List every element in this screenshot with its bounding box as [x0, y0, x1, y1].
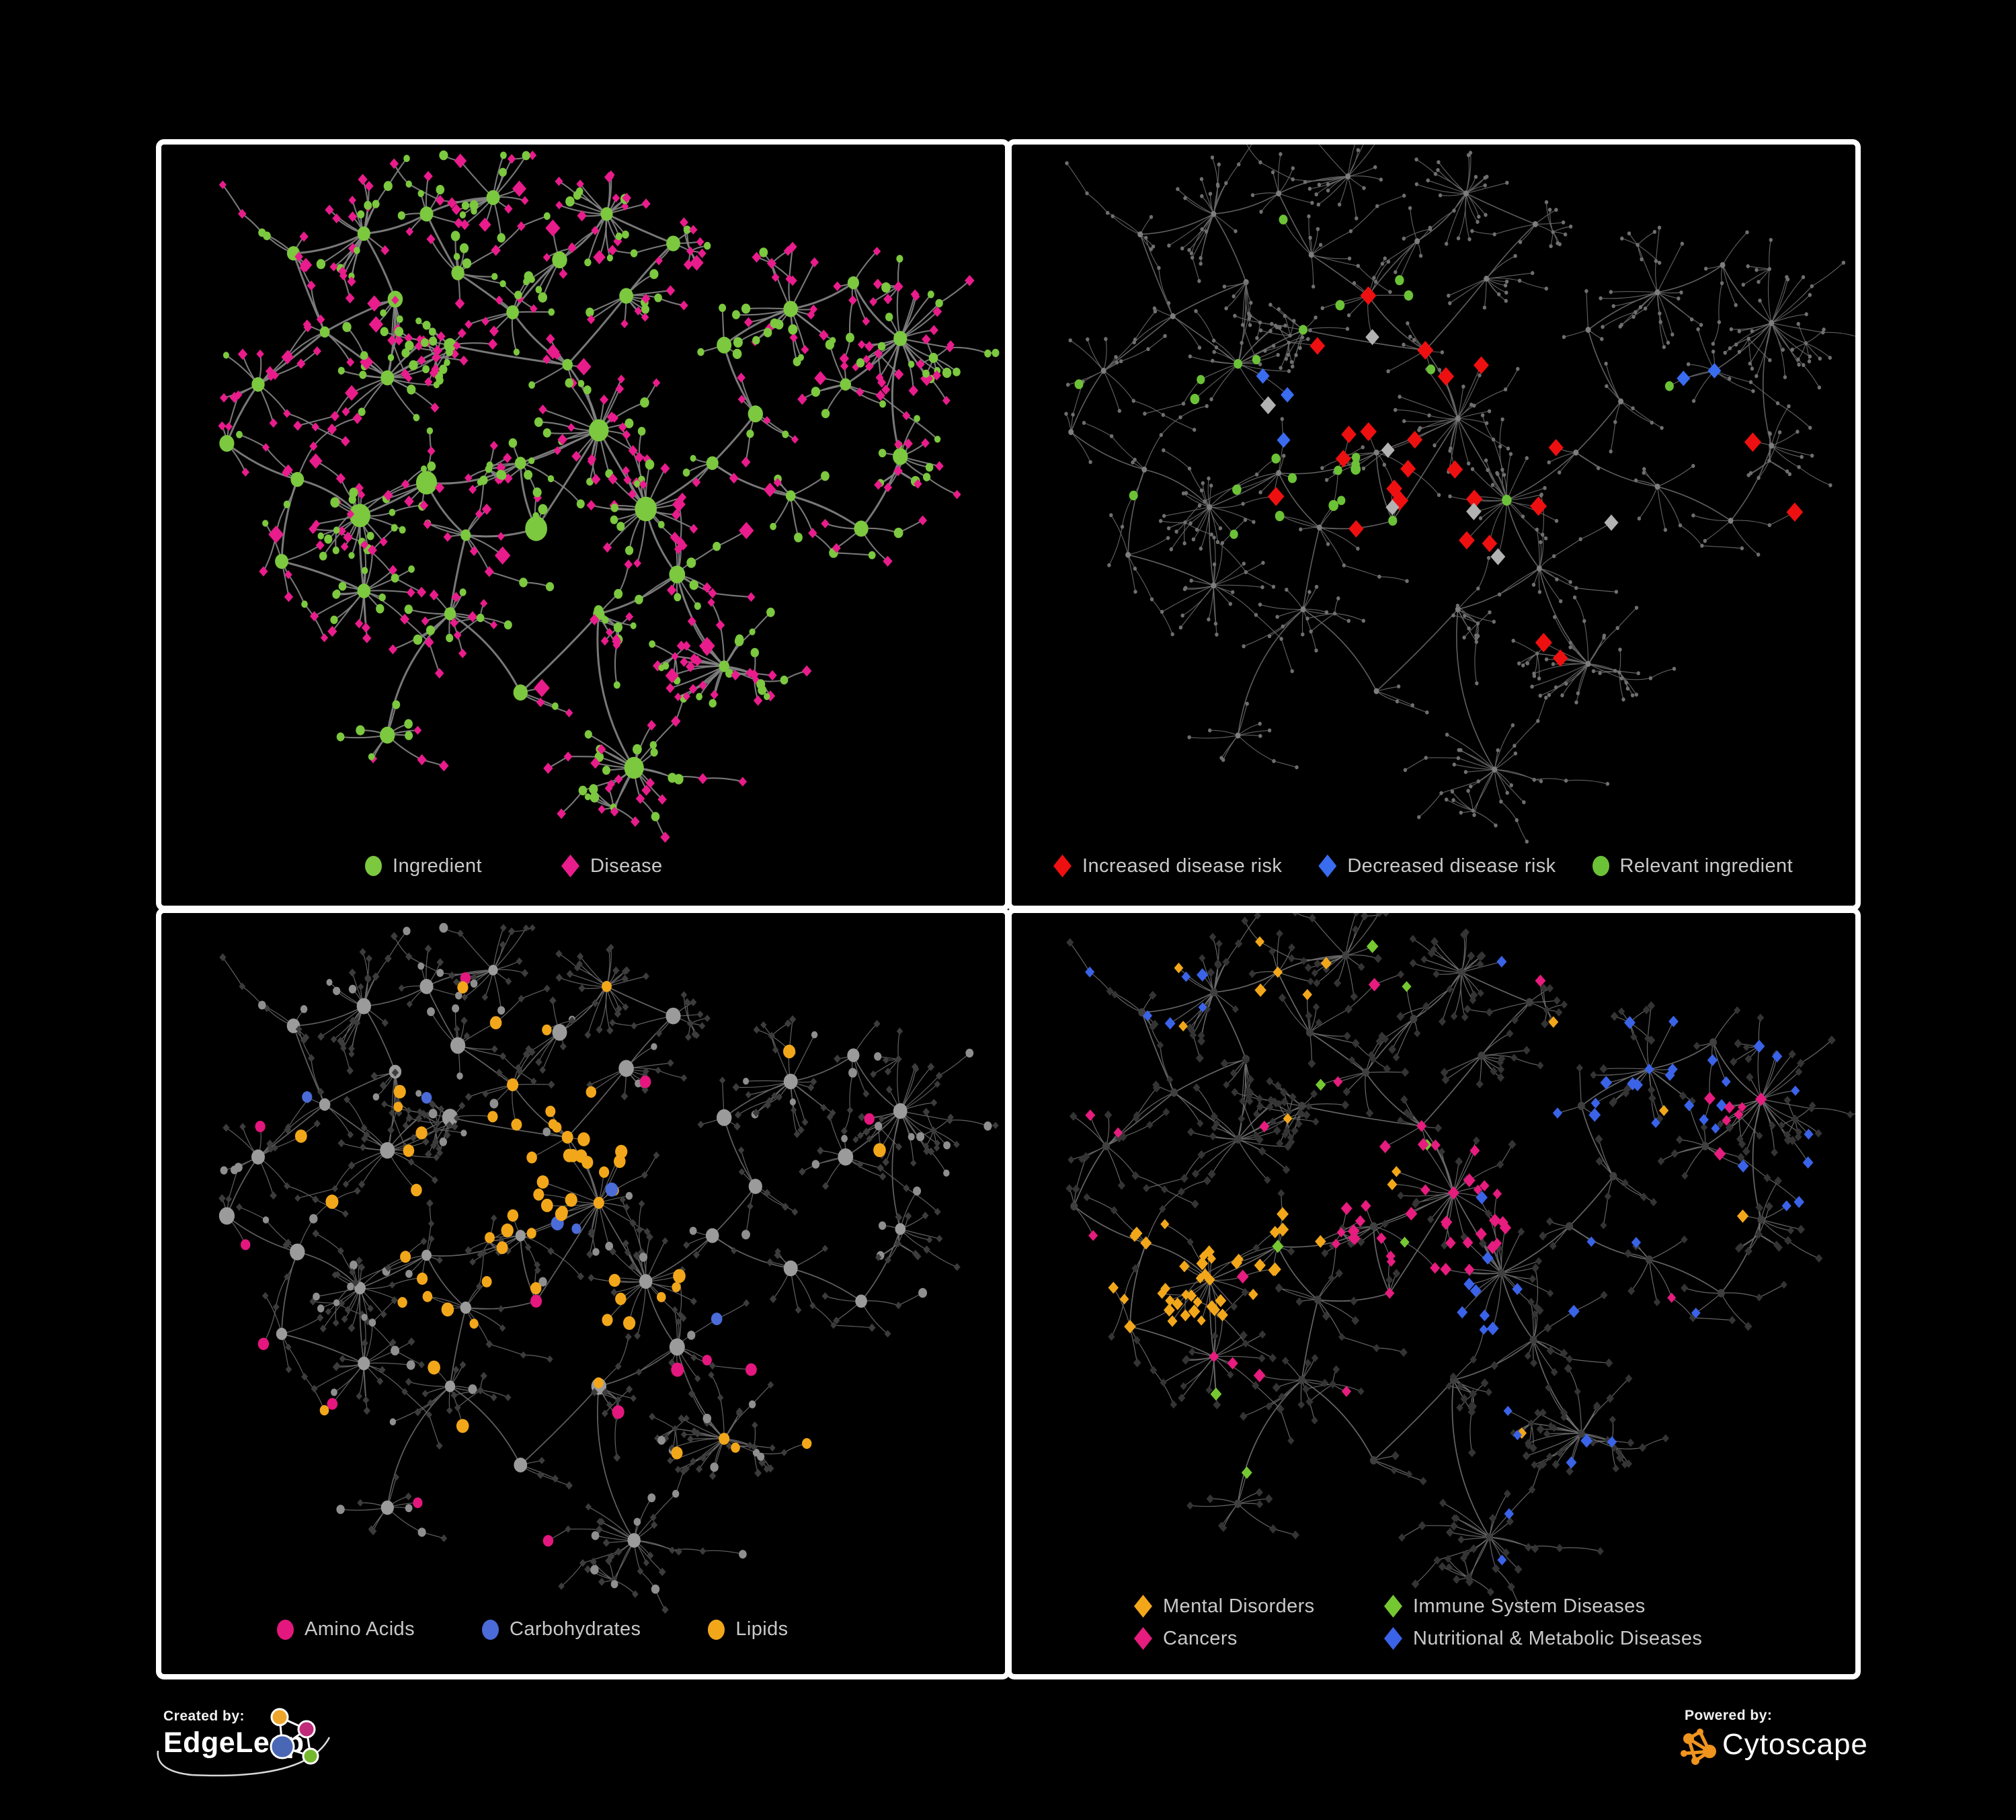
legend-item: Relevant ingredient: [1592, 855, 1793, 877]
legend-label: Decreased disease risk: [1347, 855, 1556, 877]
legend-label: Ingredient: [393, 855, 482, 877]
legend-item: Increased disease risk: [1053, 855, 1282, 877]
legend-circle-marker: [481, 1619, 499, 1640]
legend-item: Amino Acids: [277, 1618, 415, 1640]
legend-diamond-marker: [1318, 855, 1337, 877]
network-svg: [1065, 913, 1855, 1612]
legend-circle-marker: [277, 1619, 294, 1640]
legend: Mental Disorders Immune System Diseases Ca…: [1134, 1595, 1702, 1650]
legend-diamond-marker: [1053, 855, 1072, 877]
network-svg: [218, 922, 999, 1614]
legend-label: Relevant ingredient: [1619, 855, 1793, 877]
cytoscape-logo-icon: [1681, 1729, 1716, 1765]
legend-item: Nutritional & Metabolic Diseases: [1384, 1627, 1702, 1650]
created-by-label: Created by:: [163, 1708, 245, 1724]
legend-item: Decreased disease risk: [1318, 855, 1556, 877]
legend-label: Increased disease risk: [1082, 855, 1283, 877]
network-svg: [218, 150, 1000, 843]
legend-label: Disease: [590, 855, 663, 877]
legend-label: Lipids: [735, 1618, 789, 1640]
powered-by-label: Powered by:: [1685, 1708, 1773, 1723]
legend-label: Immune System Diseases: [1413, 1595, 1646, 1617]
panel-disease-class: Mental Disorders Immune System Diseases Ca…: [1006, 908, 1861, 1679]
legend-label: Amino Acids: [305, 1618, 415, 1640]
legend-item: Mental Disorders: [1134, 1595, 1384, 1618]
legend: Ingredient Disease: [365, 855, 663, 877]
legend-item: Cancers: [1134, 1627, 1384, 1650]
legend-diamond-marker: [561, 855, 579, 877]
cytoscape-brand-text: Cytoscape: [1722, 1728, 1868, 1761]
legend-item: Ingredient: [365, 855, 482, 877]
panel-nutrient-class: Amino Acids Carbohydrates Lipids: [156, 908, 1010, 1679]
legend-label: Cancers: [1163, 1627, 1238, 1649]
legend-item: Immune System Diseases: [1384, 1595, 1702, 1618]
legend-circle-marker: [365, 856, 382, 876]
legend: Increased disease risk Decreased disease …: [1053, 855, 1793, 877]
edgeleap-brand-text: EdgeLeap: [163, 1727, 305, 1759]
legend-diamond-marker: [1134, 1595, 1152, 1618]
legend-label: Carbohydrates: [509, 1618, 641, 1640]
legend-item: Disease: [561, 855, 663, 877]
panel-disease-risk: Increased disease risk Decreased disease …: [1006, 139, 1861, 911]
network-svg: [1064, 145, 1855, 844]
legend-item: Lipids: [708, 1618, 788, 1640]
legend-item: Carbohydrates: [481, 1618, 641, 1640]
legend-diamond-marker: [1134, 1627, 1152, 1650]
legend-circle-marker: [1592, 856, 1609, 876]
legend-diamond-marker: [1384, 1627, 1402, 1650]
legend-label: Nutritional & Metabolic Diseases: [1413, 1627, 1703, 1649]
legend-circle-marker: [708, 1619, 725, 1640]
legend-label: Mental Disorders: [1163, 1595, 1315, 1617]
panel-ingredient-disease: Ingredient Disease: [156, 139, 1010, 911]
legend-diamond-marker: [1384, 1595, 1402, 1618]
legend: Amino Acids Carbohydrates Lipids: [277, 1618, 789, 1640]
